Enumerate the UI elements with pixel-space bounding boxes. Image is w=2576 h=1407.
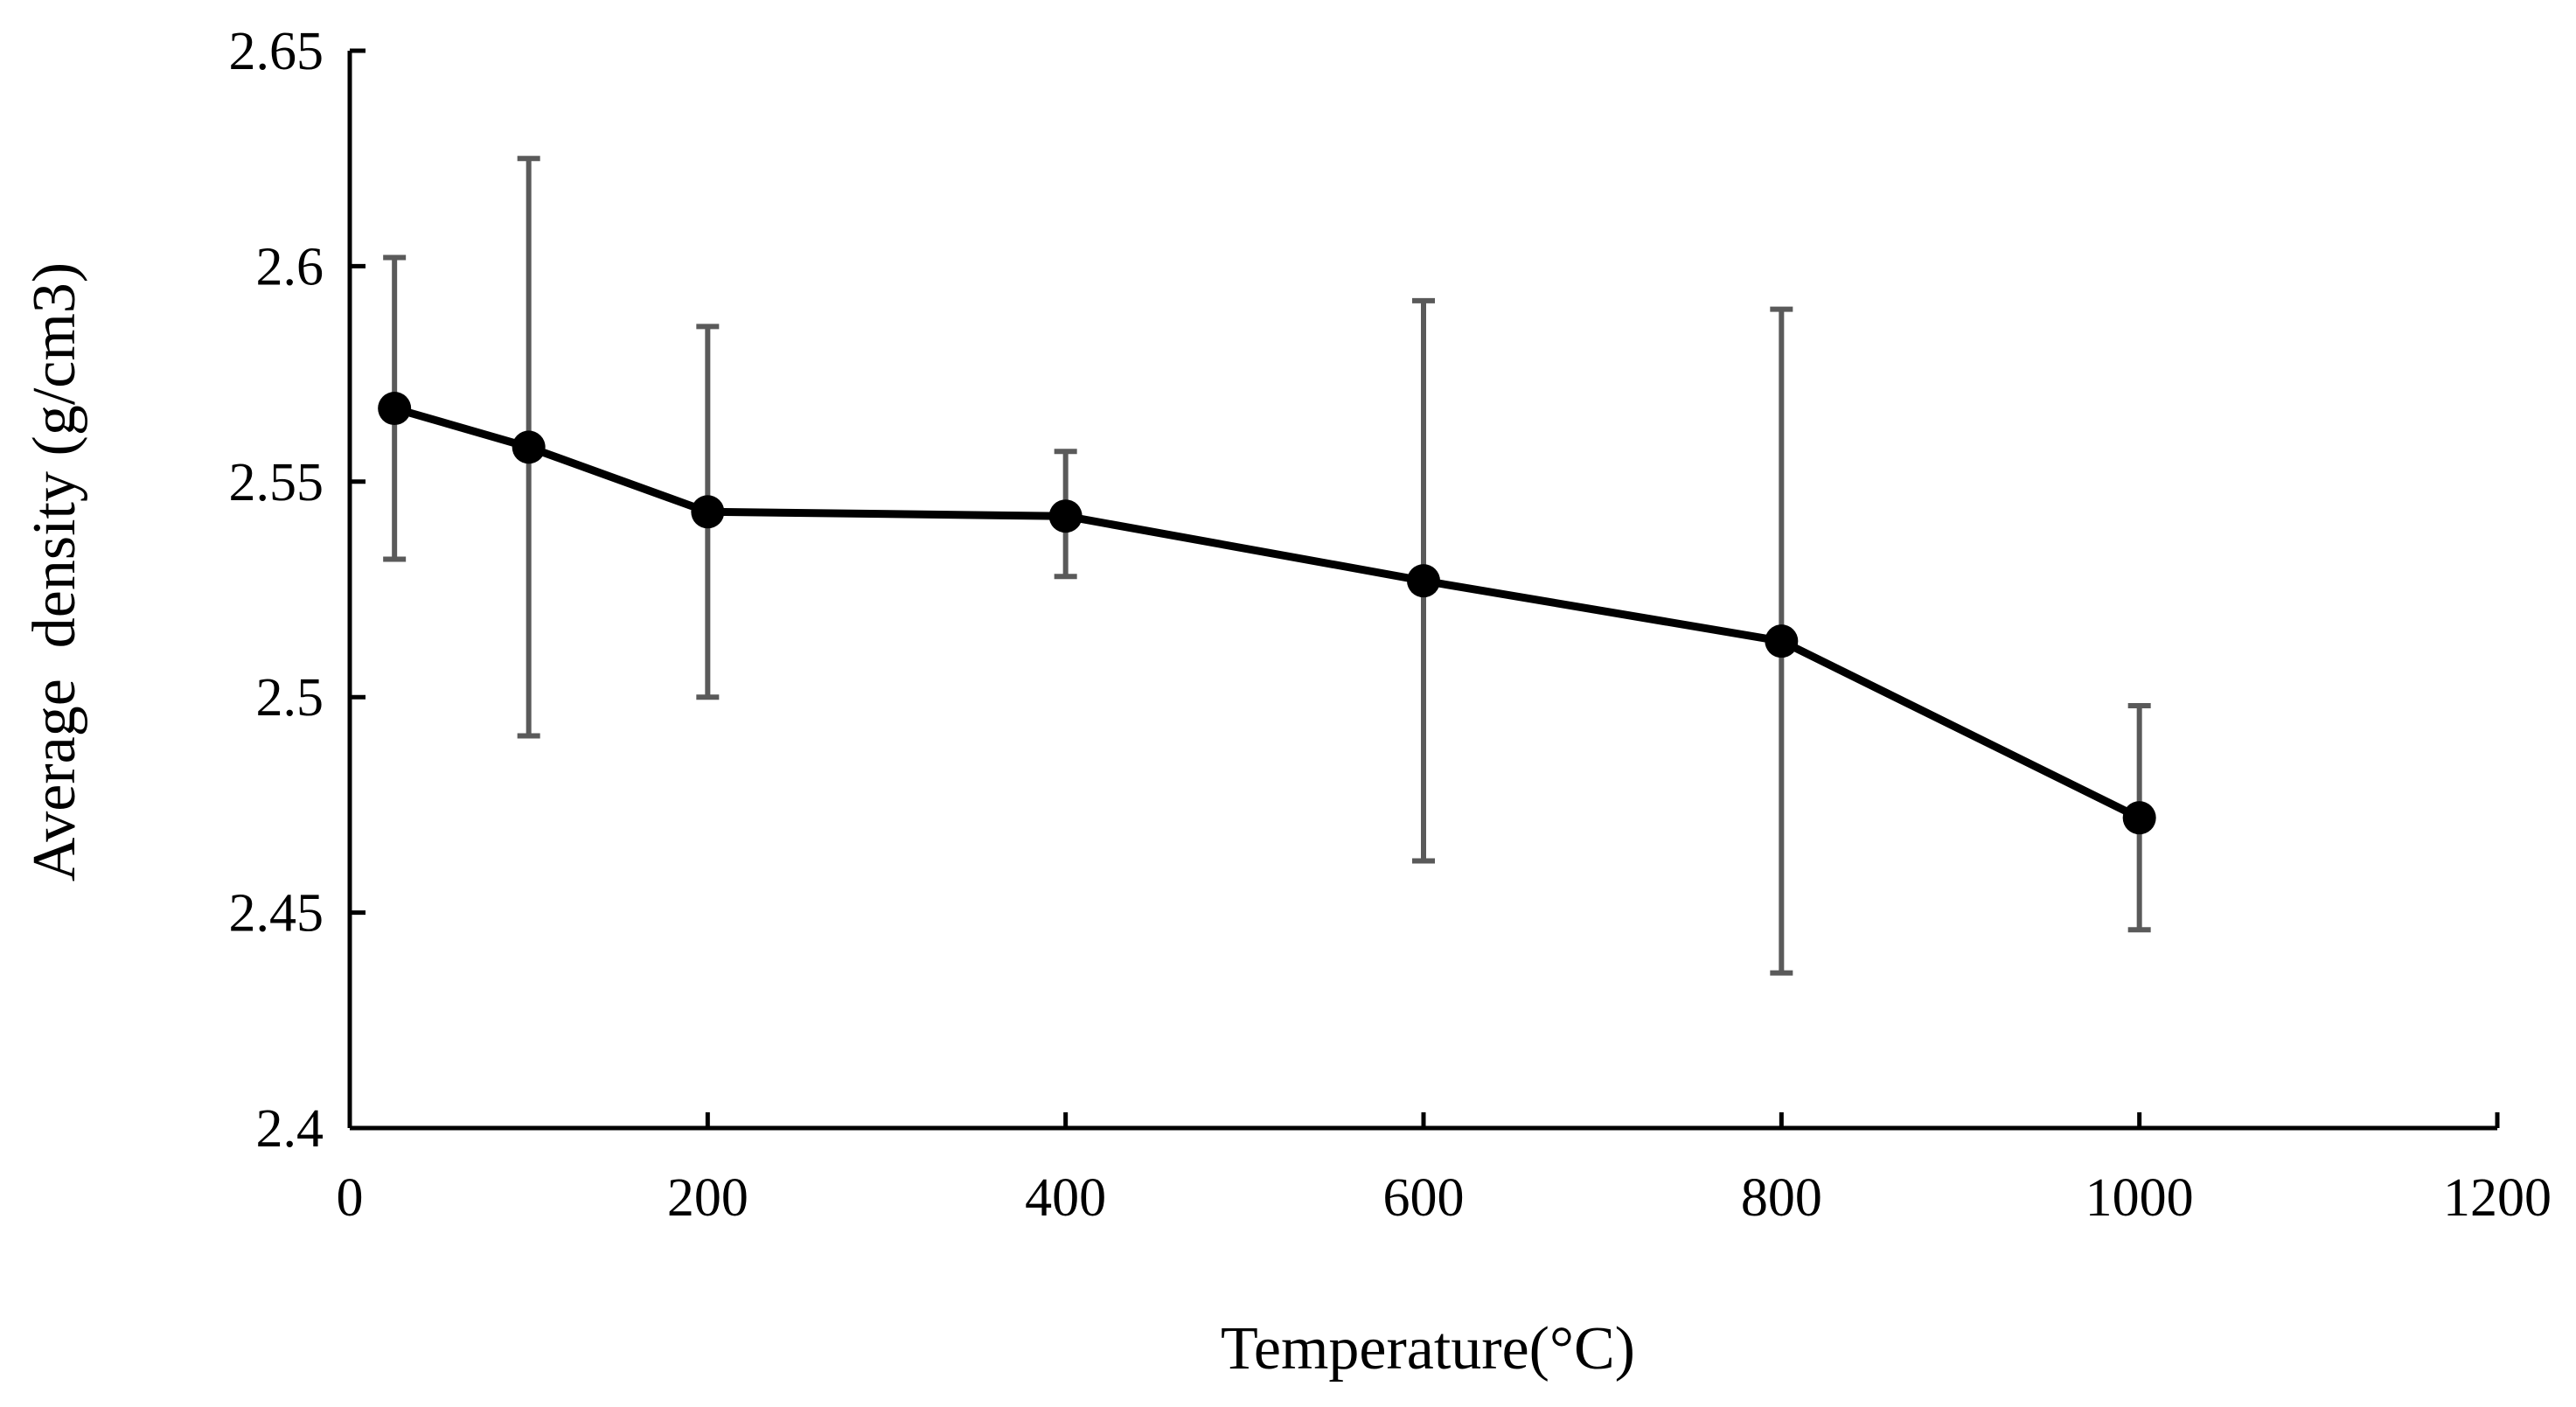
series-line-average-density xyxy=(393,404,2141,822)
data-point xyxy=(378,392,412,426)
y-tick-label: 2.55 xyxy=(229,453,324,512)
data-point xyxy=(1765,624,1799,658)
data-points xyxy=(378,392,2156,835)
data-point xyxy=(512,430,546,464)
y-tick-label: 2.4 xyxy=(256,1099,324,1159)
x-tick-label: 800 xyxy=(1741,1168,1822,1228)
x-tick-label: 200 xyxy=(667,1168,748,1228)
x-axis-title: Temperature(°C) xyxy=(1221,1315,1635,1383)
y-tick-label: 2.5 xyxy=(256,668,324,728)
y-tick-label: 2.65 xyxy=(229,22,324,81)
series-group xyxy=(393,404,2141,822)
x-tick-label: 1200 xyxy=(2443,1168,2552,1228)
data-point xyxy=(1048,499,1083,533)
data-point xyxy=(691,495,725,529)
x-tick-label: 1000 xyxy=(2085,1168,2194,1228)
data-point xyxy=(2122,801,2156,835)
y-tick-label: 2.6 xyxy=(256,237,324,296)
x-axis-ticks: 0 200 400 600 800 1000 1200 xyxy=(337,1112,2552,1228)
y-tick-label: 2.45 xyxy=(229,884,324,944)
error-bars xyxy=(383,156,2151,976)
x-tick-label: 600 xyxy=(1383,1168,1465,1228)
y-axis-ticks: 2.4 2.45 2.5 2.55 2.6 2.65 xyxy=(229,22,366,1159)
x-tick-label: 0 xyxy=(337,1168,364,1228)
data-point xyxy=(1407,564,1440,598)
y-axis-title: Average density (g/cm3) xyxy=(21,262,88,881)
x-tick-label: 400 xyxy=(1025,1168,1106,1228)
